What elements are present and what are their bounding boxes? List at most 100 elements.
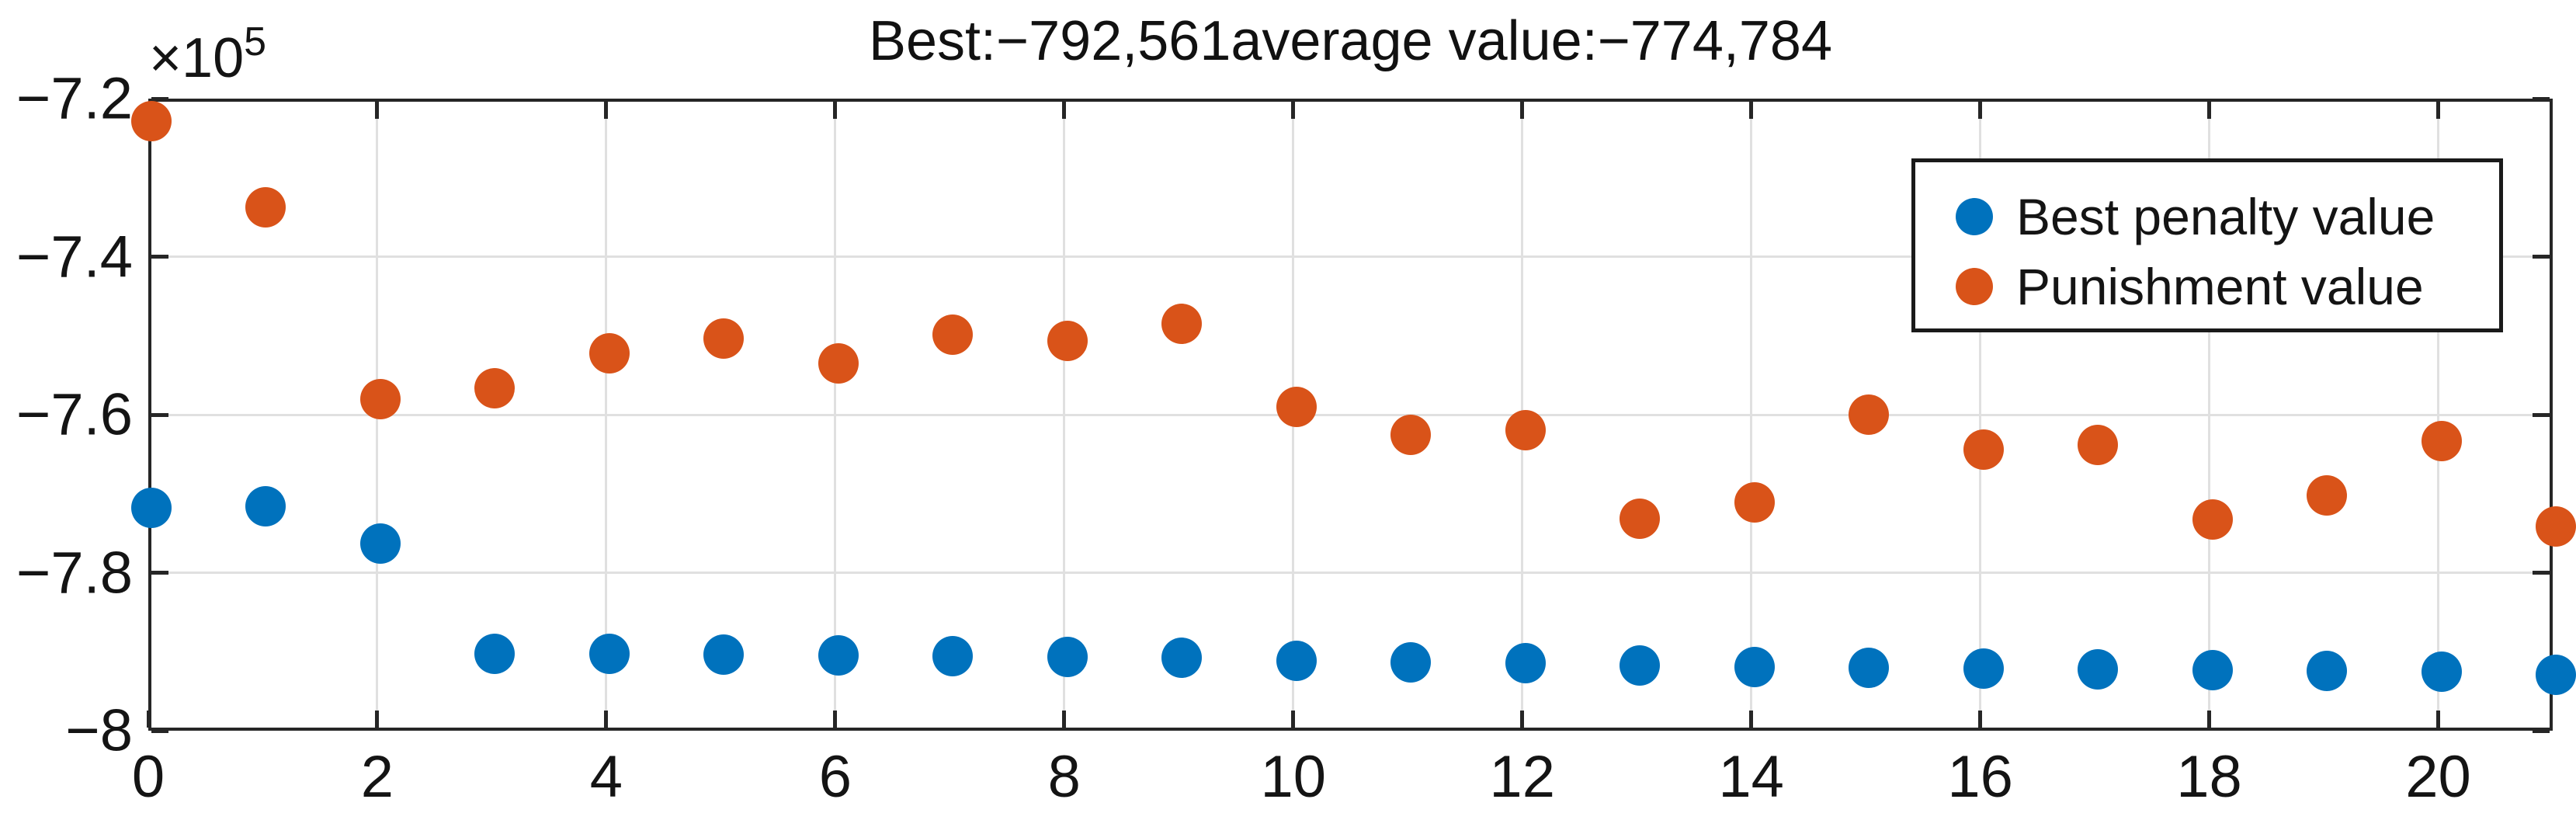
y-tick-mark-right: [2533, 571, 2550, 575]
data-point-punishment: [474, 368, 516, 409]
x-tick-mark-top: [833, 102, 838, 119]
data-point-best-penalty: [1390, 642, 1432, 683]
x-tick-mark: [2436, 711, 2441, 728]
horizontal-gridline: [151, 572, 2550, 574]
x-tick-label: 0: [131, 744, 165, 810]
y-tick-mark-right: [2533, 728, 2550, 733]
x-tick-mark: [1520, 711, 1525, 728]
data-point-best-penalty: [474, 634, 516, 675]
data-point-punishment: [1620, 499, 1661, 540]
horizontal-gridline: [151, 255, 2550, 258]
data-point-best-penalty: [131, 487, 172, 528]
data-point-best-penalty: [245, 485, 286, 526]
x-tick-mark-top: [1062, 102, 1067, 119]
horizontal-gridline: [151, 413, 2550, 416]
x-tick-mark: [604, 711, 609, 728]
data-point-punishment: [1734, 481, 1775, 523]
x-tick-mark-top: [1978, 102, 1983, 119]
data-point-best-penalty: [818, 635, 859, 676]
data-point-punishment: [359, 378, 401, 419]
data-point-best-penalty: [1849, 647, 1890, 688]
x-tick-label: 12: [1489, 744, 1555, 810]
data-point-punishment: [588, 332, 630, 374]
x-tick-mark: [375, 711, 380, 728]
x-tick-label: 4: [589, 744, 623, 810]
legend-entry-punishment: Punishment value: [1915, 252, 2499, 321]
data-point-best-penalty: [2192, 649, 2233, 690]
data-point-punishment: [2192, 499, 2233, 540]
x-tick-label: 20: [2405, 744, 2471, 810]
data-point-best-penalty: [1161, 638, 1203, 679]
x-tick-mark-top: [604, 102, 609, 119]
legend-label-best-penalty: Best penalty value: [2016, 188, 2435, 245]
y-axis-multiplier: ×105: [149, 19, 266, 90]
x-tick-mark: [1291, 711, 1296, 728]
x-tick-label: 10: [1260, 744, 1327, 810]
y-tick-label: −7.4: [16, 224, 133, 290]
data-point-punishment: [1276, 386, 1317, 427]
y-tick-mark: [151, 728, 168, 733]
y-tick-label: −7.6: [16, 381, 133, 448]
data-point-best-penalty: [2078, 648, 2119, 690]
data-point-punishment: [131, 101, 172, 142]
x-tick-mark: [1749, 711, 1754, 728]
x-tick-mark: [146, 711, 151, 728]
x-tick-mark-top: [2207, 102, 2212, 119]
legend-marker-punishment: [1956, 268, 1993, 305]
y-tick-mark-right: [2533, 96, 2550, 101]
x-tick-mark-top: [1291, 102, 1296, 119]
data-point-best-penalty: [1620, 645, 1661, 686]
data-point-best-penalty: [932, 636, 974, 677]
legend-entry-best-penalty: Best penalty value: [1915, 182, 2499, 252]
data-point-punishment: [245, 187, 286, 228]
x-tick-mark: [2207, 711, 2212, 728]
data-point-punishment: [1849, 394, 1890, 435]
data-point-punishment: [1047, 321, 1088, 362]
data-point-punishment: [1161, 303, 1203, 344]
data-point-punishment: [703, 318, 745, 360]
y-tick-label: −7.2: [16, 65, 133, 132]
data-point-best-penalty: [1963, 648, 2004, 689]
y-tick-label: −8: [65, 697, 133, 764]
data-point-punishment: [2536, 506, 2576, 547]
legend-label-punishment: Punishment value: [2016, 258, 2424, 315]
data-point-punishment: [2307, 474, 2348, 516]
y-axis-multiplier-exponent: 5: [244, 19, 267, 64]
x-tick-mark-top: [1520, 102, 1525, 119]
data-point-best-penalty: [1276, 641, 1317, 682]
data-point-punishment: [818, 342, 859, 384]
data-point-punishment: [2421, 420, 2462, 461]
y-tick-mark-right: [2533, 255, 2550, 259]
x-tick-label: 18: [2176, 744, 2242, 810]
data-point-best-penalty: [359, 523, 401, 564]
data-point-best-penalty: [2421, 651, 2462, 692]
x-tick-mark: [833, 711, 838, 728]
y-tick-mark: [151, 412, 168, 417]
data-point-punishment: [932, 314, 974, 356]
y-axis-multiplier-base: ×10: [149, 27, 245, 89]
x-tick-label: 14: [1718, 744, 1784, 810]
legend: Best penalty value Punishment value: [1911, 158, 2503, 332]
x-tick-label: 6: [818, 744, 852, 810]
data-point-best-penalty: [1734, 646, 1775, 687]
data-point-best-penalty: [703, 634, 745, 676]
data-point-best-penalty: [2536, 654, 2576, 695]
data-point-best-penalty: [1047, 637, 1088, 678]
x-tick-mark: [1978, 711, 1983, 728]
y-tick-mark: [151, 571, 168, 575]
y-tick-mark-right: [2533, 412, 2550, 417]
x-tick-label: 2: [360, 744, 394, 810]
data-point-punishment: [2078, 424, 2119, 465]
data-point-best-penalty: [1505, 643, 1546, 684]
x-tick-mark-top: [1749, 102, 1754, 119]
data-point-best-penalty: [588, 634, 630, 675]
y-tick-mark: [151, 255, 168, 259]
x-tick-label: 8: [1047, 744, 1081, 810]
x-tick-mark: [1062, 711, 1067, 728]
x-tick-mark-top: [375, 102, 380, 119]
y-tick-label: −7.8: [16, 540, 133, 606]
data-point-punishment: [1390, 415, 1432, 456]
x-tick-label: 16: [1947, 744, 2013, 810]
chart-title: Best:−792,561average value:−774,784: [868, 10, 1832, 72]
